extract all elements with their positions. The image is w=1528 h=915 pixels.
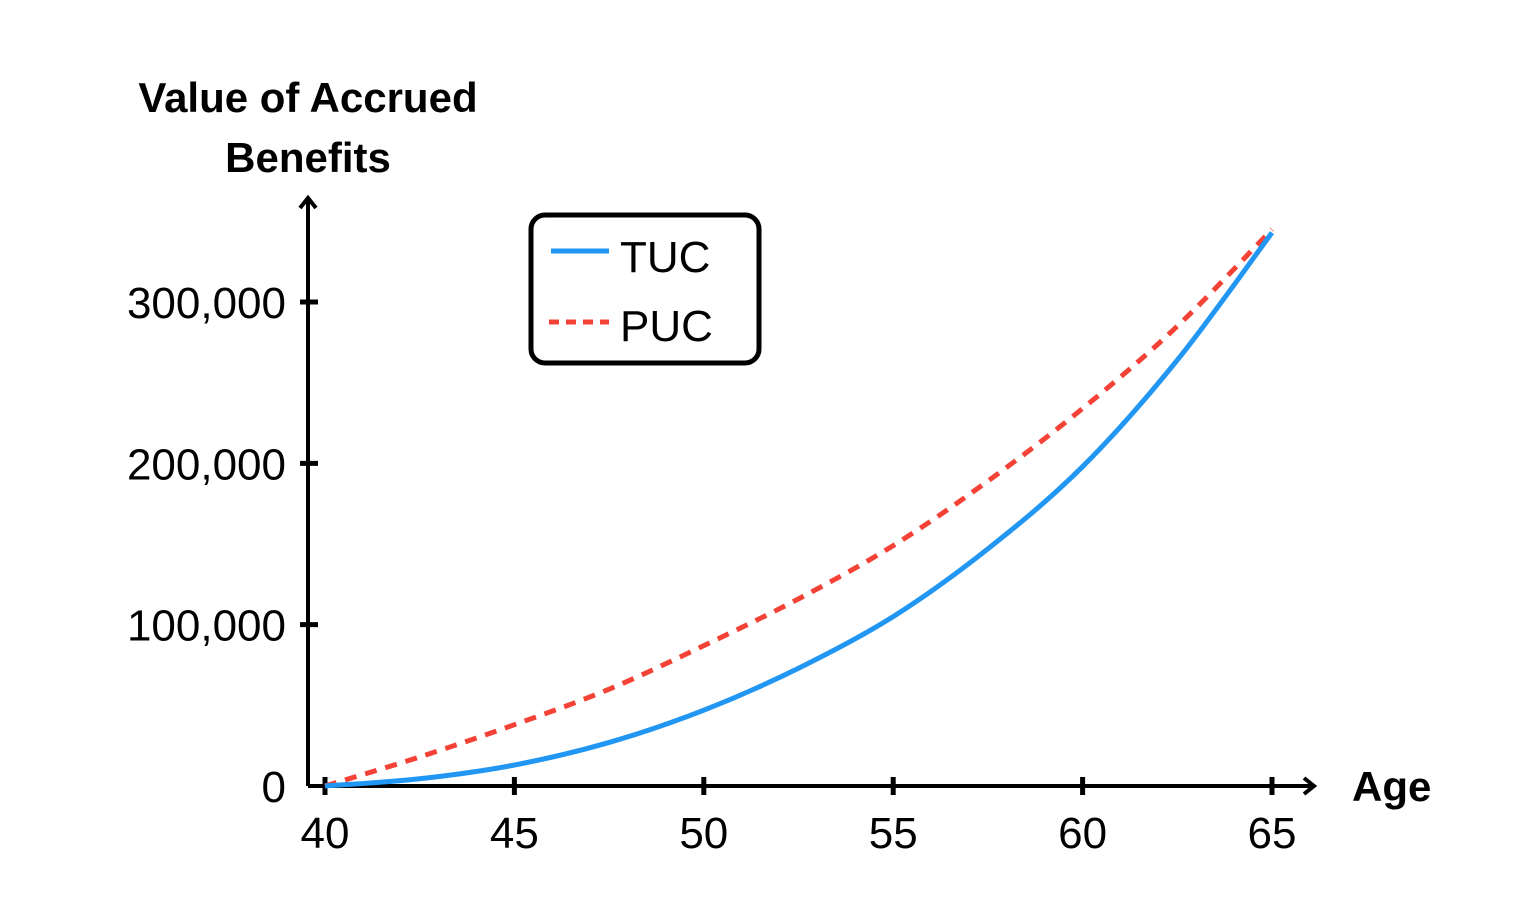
x-tick-label-45: 45 bbox=[490, 809, 539, 858]
x-ticks: 40 45 50 55 60 65 bbox=[301, 777, 1297, 858]
x-axis-title: Age bbox=[1352, 763, 1431, 810]
legend-label-puc: PUC bbox=[620, 302, 713, 351]
y-axis-title-line-2: Benefits bbox=[225, 134, 391, 181]
y-tick-label-300000: 300,000 bbox=[127, 279, 286, 328]
x-tick-label-65: 65 bbox=[1248, 809, 1297, 858]
y-tick-label-0: 0 bbox=[262, 763, 286, 812]
y-tick-label-100000: 100,000 bbox=[127, 602, 286, 651]
y-ticks: 0 100,000 200,000 300,000 bbox=[127, 279, 318, 812]
y-axis-title-line-1: Value of Accrued bbox=[138, 74, 477, 121]
series-line-puc bbox=[324, 227, 1274, 789]
series-line-tuc bbox=[324, 231, 1275, 789]
legend: TUC PUC bbox=[528, 212, 762, 366]
series-layer bbox=[324, 227, 1275, 789]
x-tick-label-60: 60 bbox=[1058, 809, 1107, 858]
x-tick-label-50: 50 bbox=[679, 809, 728, 858]
y-axis-title: Value of Accrued Benefits bbox=[138, 74, 477, 181]
x-tick-label-40: 40 bbox=[301, 809, 350, 858]
legend-label-tuc: TUC bbox=[620, 233, 710, 282]
y-tick-label-200000: 200,000 bbox=[127, 440, 286, 489]
x-tick-label-55: 55 bbox=[869, 809, 918, 858]
